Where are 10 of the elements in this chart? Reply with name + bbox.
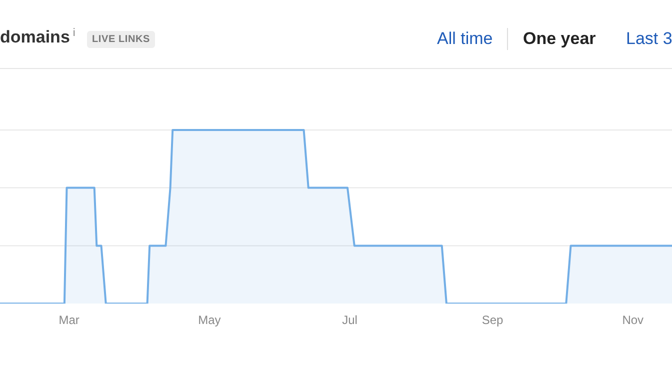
x-tick-label: Sep	[482, 313, 504, 328]
text: Last 3	[626, 29, 672, 49]
x-tick-label: Nov	[622, 313, 644, 328]
chart-title: domains$^{i}$	[0, 27, 76, 48]
x-tick-label: Jul	[342, 313, 358, 328]
text: LIVE LINKS	[87, 31, 156, 48]
x-tick-label: May	[198, 313, 221, 328]
text: All time	[437, 29, 493, 49]
x-tick-label: Mar	[58, 313, 80, 328]
text: One year	[523, 29, 596, 49]
